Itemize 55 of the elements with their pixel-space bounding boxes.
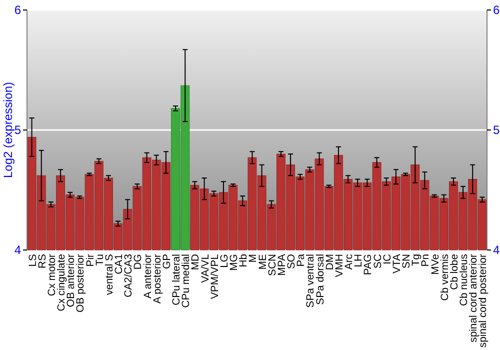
x-tick-label: A posterior: [152, 253, 164, 304]
x-tick-label: OB posterior: [76, 253, 87, 312]
x-tick-label: Cb lobe: [449, 254, 460, 290]
x-tick-label: MD: [190, 254, 202, 270]
x-tick-label: LS: [28, 254, 39, 267]
x-tick-label: Hb: [238, 254, 250, 268]
x-tick-label: OB anterior: [66, 253, 78, 308]
x-tick-label: CPu medial: [181, 254, 192, 308]
x-tick-label: VTA: [392, 254, 403, 274]
x-tick-label: RS: [37, 254, 48, 268]
x-tick-label: CA2/CA3: [124, 254, 135, 298]
y-tick-label: 4: [14, 243, 22, 258]
x-tick-label: MVe: [430, 254, 442, 275]
x-tick-label: SC: [372, 254, 384, 268]
x-tick-label: spinal cord anterior: [468, 253, 480, 342]
x-tick-label: MPA: [276, 254, 288, 276]
x-tick-label: SPa ventral: [306, 254, 317, 308]
x-tick-label: A anterior: [142, 253, 154, 298]
x-tick-label: CPu lateral: [172, 254, 183, 306]
x-tick-label: Cx motor: [46, 253, 58, 296]
y-tick-label: 6: [14, 3, 22, 18]
x-tick-label: M: [248, 254, 260, 263]
y2-tick-label: 5: [493, 123, 500, 138]
x-tick-label: Pa: [296, 254, 308, 267]
x-tick-label: MG: [229, 254, 240, 271]
x-tick-label: ventral S: [104, 254, 116, 296]
x-tick-label: Pn: [420, 254, 432, 267]
x-tick-label: Cb vermis: [440, 254, 451, 301]
x-tick-label: LG: [219, 254, 230, 268]
x-tick-label: GP: [162, 254, 173, 270]
x-tick-label: SPa dorsal: [315, 254, 326, 305]
x-tick-label: LH: [354, 254, 365, 268]
x-tick-label: SN: [402, 254, 413, 268]
x-tick-label: SCN: [267, 254, 278, 276]
y-tick-label: 5: [14, 123, 22, 138]
y-axis-title: Log2 (expression): [1, 82, 15, 178]
x-tick-label: VPM/VPL: [210, 254, 221, 300]
x-tick-label: DM: [324, 254, 336, 270]
x-tick-label: DG: [133, 254, 144, 270]
x-tick-label: VMH: [334, 254, 346, 278]
x-tick-label: VA/VL: [200, 254, 212, 283]
x-tick-label: SO: [286, 254, 298, 270]
x-tick-label: ME: [258, 254, 269, 270]
x-tick-label: spinal cord posterior: [478, 253, 490, 348]
y2-tick-label: 4: [493, 243, 500, 258]
x-tick-label: Pir: [85, 253, 96, 267]
y2-tick-label: 6: [493, 3, 500, 18]
x-tick-label: Arc: [344, 254, 356, 270]
x-tick-label: PAG: [363, 254, 374, 276]
x-tick-label: IC: [382, 254, 394, 264]
x-tick-label: Cx cingulate: [56, 254, 68, 312]
x-tick-label: Cb nucleus: [459, 254, 470, 306]
x-tick-label: CA1: [114, 254, 126, 274]
x-tick-label: Tu: [94, 254, 106, 266]
x-tick-label: Tg: [411, 254, 422, 266]
